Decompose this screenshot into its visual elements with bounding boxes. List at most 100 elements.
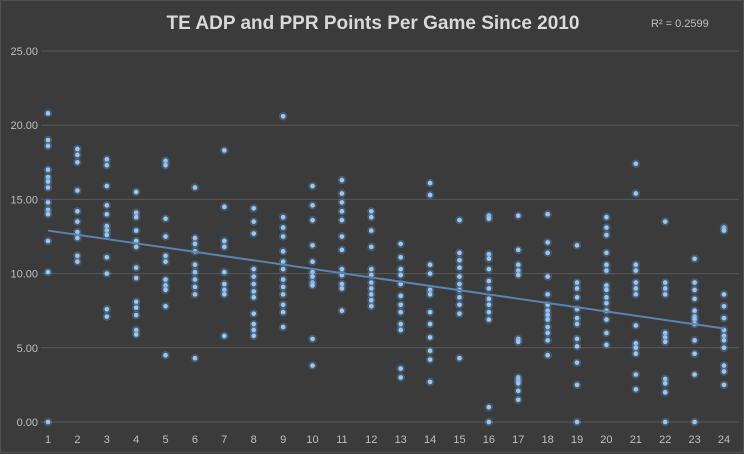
data-point <box>280 284 286 290</box>
data-point <box>662 376 668 382</box>
x-tick-label: 5 <box>163 434 169 446</box>
data-point <box>222 292 227 297</box>
data-point <box>457 250 462 256</box>
data-point <box>692 372 697 377</box>
data-point <box>457 281 462 287</box>
data-point <box>222 281 227 287</box>
x-tick-label: 8 <box>251 434 257 446</box>
data-point <box>398 241 403 247</box>
x-tick-label: 10 <box>306 434 318 446</box>
data-point <box>604 268 609 273</box>
data-point <box>662 381 668 386</box>
data-point <box>339 191 345 196</box>
data-point <box>251 333 257 339</box>
data-point <box>75 229 80 235</box>
data-point <box>104 254 110 260</box>
data-point <box>574 280 580 285</box>
data-point <box>662 286 668 291</box>
data-point <box>369 208 374 214</box>
data-point <box>515 381 521 386</box>
data-point <box>133 189 139 195</box>
data-point <box>339 247 345 253</box>
data-point <box>339 200 345 205</box>
data-point <box>604 283 609 288</box>
data-point <box>692 317 697 322</box>
data-point <box>515 272 521 278</box>
data-point <box>192 241 198 247</box>
data-point <box>457 257 462 263</box>
data-point <box>280 292 286 297</box>
data-point <box>369 228 374 233</box>
data-point <box>339 217 345 223</box>
data-point <box>75 152 80 158</box>
data-point <box>457 217 462 223</box>
data-point <box>45 200 51 205</box>
data-point <box>545 352 550 358</box>
data-point <box>457 274 462 279</box>
data-point <box>486 302 492 308</box>
x-tick-label: 24 <box>718 434 730 446</box>
data-point <box>104 232 110 238</box>
data-point <box>692 351 697 357</box>
y-tick-label: 0.00 <box>17 417 38 429</box>
x-tick-label: 15 <box>453 434 465 446</box>
data-point <box>339 286 345 291</box>
data-point <box>280 113 286 119</box>
data-point <box>457 302 462 308</box>
data-point <box>574 286 580 291</box>
data-point <box>515 397 521 403</box>
data-point <box>104 162 110 168</box>
data-point <box>133 332 139 337</box>
data-point <box>427 309 433 315</box>
data-point <box>369 298 374 303</box>
data-point <box>75 146 80 152</box>
data-point <box>75 235 80 241</box>
data-point <box>133 265 139 270</box>
data-point <box>633 262 639 267</box>
data-point <box>633 341 639 346</box>
x-tick-label: 19 <box>571 434 583 446</box>
data-point <box>192 185 198 190</box>
data-point <box>486 404 492 410</box>
data-point <box>192 277 198 282</box>
data-point <box>662 339 668 345</box>
data-point <box>251 281 257 287</box>
data-point <box>280 234 286 239</box>
data-point <box>692 256 697 262</box>
data-point <box>369 244 374 250</box>
data-point <box>604 317 609 322</box>
data-point <box>692 419 697 425</box>
data-point <box>545 308 550 314</box>
data-point <box>310 183 315 189</box>
data-point <box>45 111 51 116</box>
y-tick-label: 5.00 <box>17 343 38 355</box>
data-point <box>398 266 403 272</box>
data-point <box>222 244 227 250</box>
data-point <box>662 335 668 340</box>
data-point <box>692 338 697 343</box>
data-point <box>427 292 433 297</box>
data-point <box>633 323 639 328</box>
data-point <box>192 262 198 267</box>
data-point <box>133 327 139 333</box>
data-point <box>515 262 521 267</box>
data-point <box>104 228 110 233</box>
data-point <box>633 351 639 357</box>
data-point <box>427 287 433 293</box>
data-point <box>339 234 345 239</box>
data-point <box>104 271 110 276</box>
data-point <box>280 277 286 282</box>
data-point <box>515 388 521 394</box>
data-point <box>251 295 257 300</box>
data-point <box>163 283 168 288</box>
x-tick-label: 6 <box>192 434 198 446</box>
data-point <box>133 312 139 318</box>
data-point <box>251 311 257 316</box>
data-point <box>280 259 286 265</box>
data-point <box>604 342 609 348</box>
data-point <box>633 387 639 392</box>
data-point <box>574 382 580 388</box>
data-point <box>398 293 403 299</box>
data-point <box>310 274 315 279</box>
data-point <box>692 308 697 314</box>
